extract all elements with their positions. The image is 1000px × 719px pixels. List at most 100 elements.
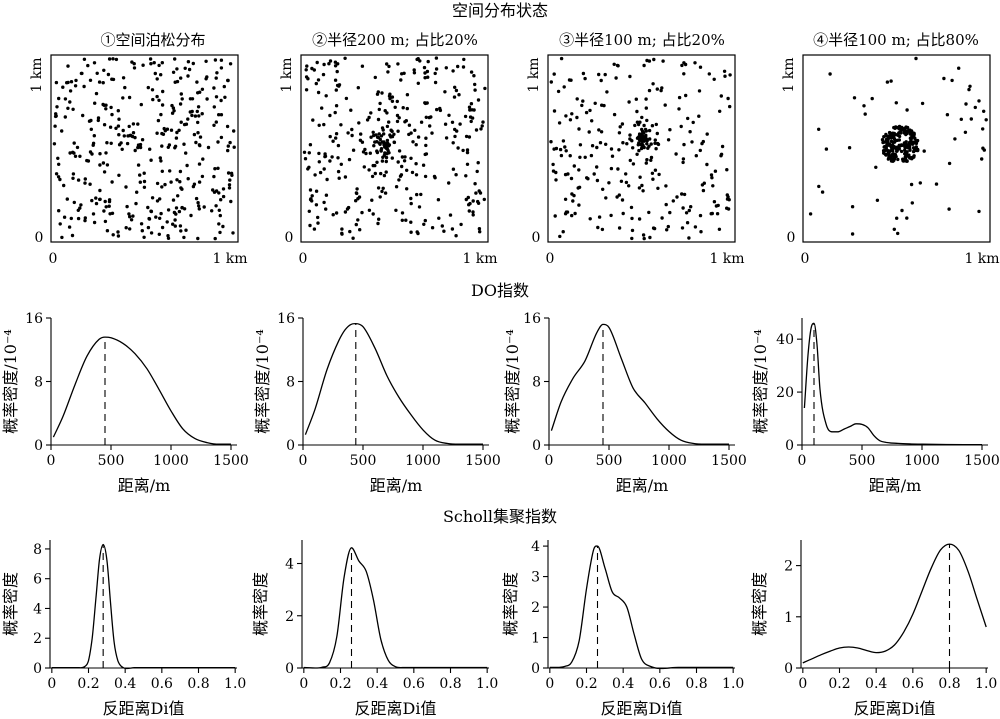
scatter-point bbox=[110, 180, 114, 184]
panel-title: ④半径100 m; 占比80% bbox=[813, 31, 979, 49]
scatter-point bbox=[394, 185, 399, 189]
scatter-point bbox=[981, 127, 985, 131]
scatter-point bbox=[141, 63, 145, 67]
scatter-point bbox=[212, 86, 216, 90]
scatter-point bbox=[583, 76, 587, 81]
scatter-point bbox=[104, 151, 108, 155]
scatter-point bbox=[73, 84, 78, 88]
scatter-point bbox=[200, 87, 205, 92]
scatter-point bbox=[217, 113, 221, 117]
scatter-point bbox=[808, 212, 813, 216]
scatter-point bbox=[655, 131, 659, 136]
scatter-point bbox=[380, 91, 384, 95]
scatter-point bbox=[578, 143, 583, 147]
scatter-point bbox=[58, 222, 62, 226]
scatter-point bbox=[942, 76, 946, 81]
scatter-point bbox=[870, 96, 874, 101]
scatter-point bbox=[95, 71, 99, 76]
scatter-point bbox=[882, 151, 886, 155]
scatter-point bbox=[351, 236, 355, 240]
scatter-point bbox=[895, 149, 899, 153]
scatter-panel: ②半径200 m; 占比20% 1 km 00 1 km bbox=[279, 31, 498, 267]
scatter-point bbox=[603, 72, 607, 77]
scatter-point bbox=[396, 62, 400, 66]
scatter-point bbox=[306, 167, 310, 171]
scatter-point bbox=[222, 84, 226, 89]
scatter-point bbox=[219, 98, 223, 103]
scatter-point bbox=[71, 150, 75, 154]
scatter-point bbox=[91, 212, 96, 216]
scatter-point bbox=[680, 63, 684, 68]
scatter-point bbox=[377, 217, 381, 221]
scatter-point bbox=[65, 197, 70, 201]
scatter-point bbox=[820, 190, 825, 194]
scatter-point bbox=[62, 183, 66, 188]
scatter-point bbox=[630, 139, 634, 143]
y-tick-label: 2 bbox=[784, 559, 793, 575]
scatter-point bbox=[433, 80, 438, 85]
scatter-point bbox=[105, 229, 110, 233]
scatter-point bbox=[651, 82, 655, 86]
scatter-point bbox=[719, 154, 723, 158]
scatter-point bbox=[148, 147, 152, 151]
scatter-point bbox=[225, 124, 230, 129]
scatter-point bbox=[464, 174, 468, 178]
scatter-point bbox=[398, 174, 403, 178]
y-axis-label: 概率密度 bbox=[251, 572, 270, 636]
scatter-point bbox=[367, 168, 371, 172]
scatter-point bbox=[165, 220, 169, 224]
scatter-point bbox=[328, 59, 333, 63]
scatter-point bbox=[334, 211, 339, 215]
scatter-point bbox=[179, 92, 183, 96]
scatter-point bbox=[451, 167, 456, 171]
scatter-point bbox=[375, 140, 379, 144]
scatter-point bbox=[111, 57, 115, 61]
scatter-point bbox=[216, 140, 220, 144]
scatter-point bbox=[153, 71, 157, 76]
scatter-point bbox=[596, 225, 600, 230]
scatter-point bbox=[432, 174, 437, 179]
scatter-point bbox=[91, 143, 95, 147]
y-axis-label: 概率密度/10⁻⁴ bbox=[751, 329, 770, 434]
scatter-point bbox=[405, 93, 410, 97]
x-axis-label: 距离/m bbox=[869, 476, 922, 495]
scatter-point bbox=[92, 61, 97, 65]
scatter-point bbox=[101, 102, 105, 107]
scatter-point bbox=[158, 216, 162, 220]
scatter-point bbox=[58, 177, 62, 182]
scatter-point bbox=[569, 78, 573, 82]
scatter-point bbox=[126, 134, 130, 138]
scatter-point bbox=[715, 212, 720, 216]
scatter-point bbox=[453, 127, 457, 132]
scatter-point bbox=[425, 69, 430, 74]
scatter-point bbox=[964, 102, 968, 106]
scatter-point bbox=[687, 236, 691, 240]
scatter-point bbox=[461, 65, 466, 69]
scatter-point bbox=[637, 132, 642, 136]
scatter-point bbox=[405, 106, 409, 111]
scatter-point bbox=[378, 101, 382, 106]
scatter-point bbox=[186, 60, 191, 64]
scatter-point bbox=[89, 127, 94, 131]
scatter-point bbox=[650, 124, 655, 128]
scatter-point bbox=[709, 173, 714, 177]
scatter-point bbox=[893, 126, 897, 130]
y-axis-label: 概率密度/10⁻⁴ bbox=[253, 329, 272, 434]
scatter-point bbox=[370, 198, 374, 202]
scatter-point bbox=[631, 146, 635, 150]
y-tick-label: 1 km bbox=[526, 57, 542, 92]
scatter-point bbox=[636, 135, 640, 140]
x-tick-label: 1500 bbox=[711, 453, 747, 469]
scatter-point bbox=[178, 180, 182, 184]
scatter-point bbox=[862, 104, 866, 108]
scatter-point bbox=[196, 236, 200, 241]
scatter-point bbox=[212, 105, 216, 109]
scatter-point bbox=[92, 134, 97, 138]
scatter-point bbox=[456, 64, 460, 69]
x-tick-label: 1000 bbox=[904, 453, 940, 469]
scatter-point bbox=[424, 152, 429, 156]
scatter-point bbox=[639, 146, 644, 151]
scatter-point bbox=[713, 169, 718, 173]
scatter-point bbox=[465, 150, 470, 155]
scatter-point bbox=[638, 120, 642, 124]
